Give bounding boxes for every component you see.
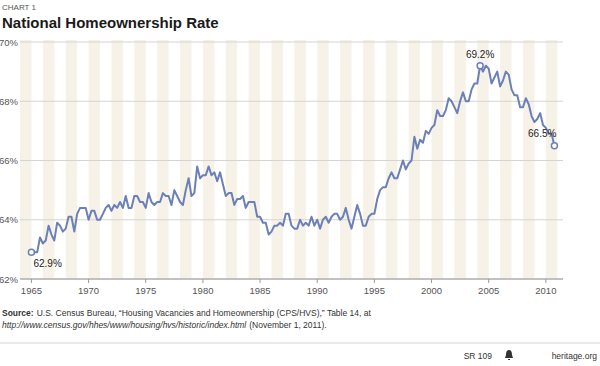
year-stripe [203,40,214,279]
source-line: Source:U.S. Census Bureau, “Housing Vaca… [2,308,371,318]
y-grid [20,42,563,279]
y-tick-label: 66% [0,155,19,166]
chart: CHART 1 National Homeownership Rate 62% 64%… [0,0,600,366]
x-tick-label: 1970 [78,285,99,296]
y-tick-label: 62% [0,274,19,285]
year-stripe [523,40,534,279]
annotation-label: 69.2% [466,49,494,60]
year-stripe [157,40,168,279]
x-tick-label: 2000 [421,285,442,296]
year-stripe [111,40,122,279]
year-stripes [20,40,557,279]
x-tick [431,279,432,283]
y-tick-label: 70% [0,37,19,48]
x-tick [145,279,146,283]
annotation-label: 66.5% [528,128,556,139]
y-tick-label: 68% [0,96,19,107]
x-tick-label: 1965 [21,285,42,296]
year-stripe [20,40,31,279]
year-stripe [294,40,305,279]
x-tick-label: 2005 [478,285,499,296]
year-stripe [180,40,191,279]
x-tick [545,279,546,283]
grid-line [20,279,563,280]
year-stripe [363,40,374,279]
source-date: (November 1, 2011). [249,320,326,330]
x-tick-label: 1990 [307,285,328,296]
source-url: http://www.census.gov/hhes/www/housing/h… [2,320,247,330]
x-tick [374,279,375,283]
year-stripe [432,40,443,279]
x-tick-label: 1995 [364,285,385,296]
year-stripe [546,40,557,279]
footer-rule [0,343,600,344]
source-label: Source: [2,308,34,318]
chart-label: CHART 1 [2,3,36,12]
x-tick [488,279,489,283]
x-tick [202,279,203,283]
year-stripe [317,40,328,279]
x-tick [88,279,89,283]
year-stripe [226,40,237,279]
annotation-label: 62.9% [33,258,61,269]
x-tick-label: 1985 [249,285,270,296]
grid-line [20,42,563,43]
x-tick [260,279,261,283]
grid-line [20,219,563,220]
report-number: SR 109 [464,351,493,361]
x-tick-label: 2010 [535,285,556,296]
year-stripe [409,40,420,279]
y-tick-label: 64% [0,214,19,225]
source-line: http://www.census.gov/hhes/www/housing/h… [2,320,327,330]
x-tick [317,279,318,283]
year-stripe [89,40,100,279]
annotation-marker [551,143,557,149]
x-tick-label: 1980 [192,285,213,296]
year-stripe [43,40,54,279]
site: heritage.org [552,351,598,361]
year-stripe [271,40,282,279]
year-stripe [134,40,145,279]
annotation-marker [477,63,483,69]
year-stripe [454,40,465,279]
x-axis-line [20,279,563,280]
rate-line [31,66,554,253]
annotation-marker [28,249,34,255]
x-tick-label: 1975 [135,285,156,296]
source-text: U.S. Census Bureau, “Housing Vacancies a… [37,308,372,318]
year-stripe [386,40,397,279]
plot-area [31,66,554,253]
annotations: 62.9% 69.2% 66.5% [28,49,557,270]
year-stripe [249,40,260,279]
bell-icon [505,350,513,360]
grid-line [20,160,563,161]
title: National Homeownership Rate [2,14,219,31]
grid-line [20,101,563,102]
year-stripe [340,40,351,279]
x-tick [31,279,32,283]
year-stripe [66,40,77,279]
